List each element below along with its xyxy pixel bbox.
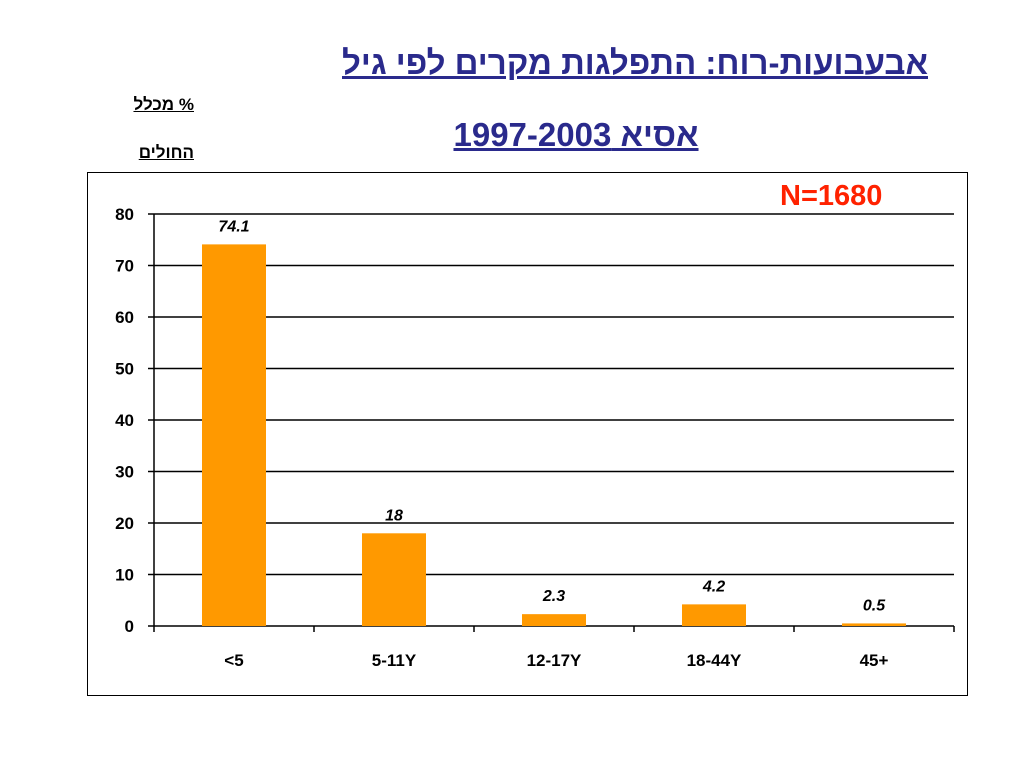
x-category-label: 5-11Y — [372, 651, 417, 670]
x-category-label: 45+ — [860, 651, 889, 670]
y-tick-label: 10 — [115, 566, 134, 585]
bar-2 — [522, 614, 586, 626]
chart-subtitle: אסיא 1997-2003 — [453, 116, 699, 153]
y-tick-label: 70 — [115, 257, 134, 276]
sample-size-annotation: N=1680 — [780, 180, 883, 212]
bar-1 — [362, 533, 426, 626]
x-category-label: 12-17Y — [527, 651, 582, 670]
bar-3 — [682, 604, 746, 626]
y-tick-label: 40 — [115, 411, 134, 430]
y-axis-label-line2: החולים — [138, 143, 194, 162]
y-tick-label: 0 — [125, 617, 134, 636]
data-label: 0.5 — [863, 597, 886, 614]
y-axis-label-line1: % מכלל — [133, 95, 194, 114]
bar-4 — [842, 623, 906, 626]
data-label: 4.2 — [702, 578, 725, 595]
x-category-label: <5 — [224, 651, 243, 670]
y-tick-label: 30 — [115, 463, 134, 482]
y-tick-label: 60 — [115, 308, 134, 327]
chart-frame — [87, 172, 968, 696]
y-tick-label: 20 — [115, 514, 134, 533]
y-tick-label: 80 — [115, 205, 134, 224]
y-tick-label: 50 — [115, 360, 134, 379]
data-label: 2.3 — [542, 588, 565, 605]
data-label: 18 — [385, 507, 403, 524]
chart-title: אבעבועות-רוח: התפלגות מקרים לפי גיל — [342, 44, 928, 81]
x-category-label: 18-44Y — [687, 651, 742, 670]
bar-0 — [202, 244, 266, 626]
data-label: 74.1 — [218, 218, 249, 235]
